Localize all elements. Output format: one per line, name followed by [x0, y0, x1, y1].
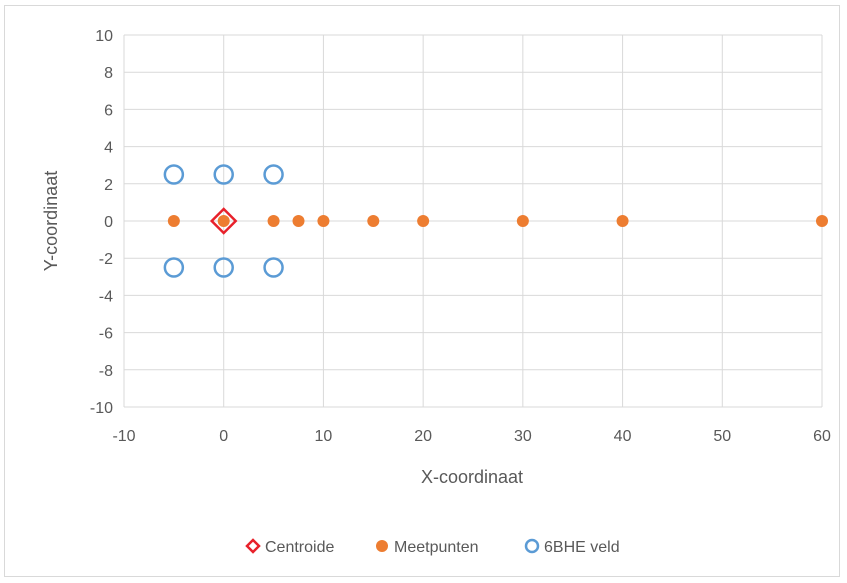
legend-label: 6BHE veld [544, 539, 620, 556]
data-point [267, 215, 280, 227]
legend-label: Meetpunten [394, 539, 479, 556]
legend-marker [524, 538, 540, 554]
y-axis-tick-labels: -10 -8 -6 -4 -2 0 2 4 6 8 10 [90, 28, 113, 417]
y-tick-label: 10 [95, 28, 113, 45]
legend: Centroide Meetpunten 6BHE veld [245, 538, 620, 556]
data-point [163, 164, 185, 185]
data-point [167, 215, 180, 227]
x-tick-label: 30 [514, 428, 532, 445]
y-tick-label: -10 [90, 400, 113, 417]
data-point [213, 257, 234, 278]
x-tick-label: 0 [219, 428, 228, 445]
data-point [516, 215, 529, 227]
scatter-chart: -10 -8 -6 -4 -2 0 2 4 6 8 10 -10 0 10 20 30 40 50 60 X-co… [41, 28, 831, 556]
y-tick-label: -2 [99, 251, 113, 268]
data-point [816, 215, 828, 227]
x-axis-label: X-coordinaat [421, 467, 523, 487]
y-axis-label: Y-coordinaat [41, 171, 61, 271]
y-tick-label: 2 [104, 177, 113, 194]
x-tick-label: 10 [315, 428, 333, 445]
x-tick-label: -10 [112, 428, 135, 445]
data-point [616, 215, 629, 227]
legend-label: Centroide [265, 539, 334, 556]
data-point [209, 207, 238, 235]
x-axis-tick-labels: -10 0 10 20 30 40 50 60 [112, 428, 831, 445]
y-tick-label: 6 [104, 102, 113, 119]
data-point [263, 257, 284, 278]
x-tick-label: 40 [614, 428, 632, 445]
y-tick-label: 4 [104, 140, 113, 157]
data-point [263, 164, 284, 185]
legend-marker [245, 538, 261, 554]
data-point [317, 215, 330, 227]
x-tick-label: 20 [414, 428, 432, 445]
y-tick-label: 8 [104, 65, 113, 82]
y-tick-label: -8 [99, 363, 113, 380]
y-tick-label: -4 [99, 288, 113, 305]
data-markers [163, 164, 828, 278]
chart-container: -10 -8 -6 -4 -2 0 2 4 6 8 10 -10 0 10 20 30 40 50 60 X-co… [4, 5, 840, 577]
x-tick-label: 50 [713, 428, 731, 445]
data-point [217, 215, 230, 227]
y-tick-label: -6 [99, 326, 113, 343]
data-point [367, 215, 380, 227]
data-point [213, 164, 234, 185]
data-point [292, 215, 305, 227]
x-tick-label: 60 [813, 428, 831, 445]
data-point [163, 257, 185, 278]
y-tick-label: 0 [104, 214, 113, 231]
data-point [417, 215, 430, 227]
legend-marker [376, 540, 388, 552]
